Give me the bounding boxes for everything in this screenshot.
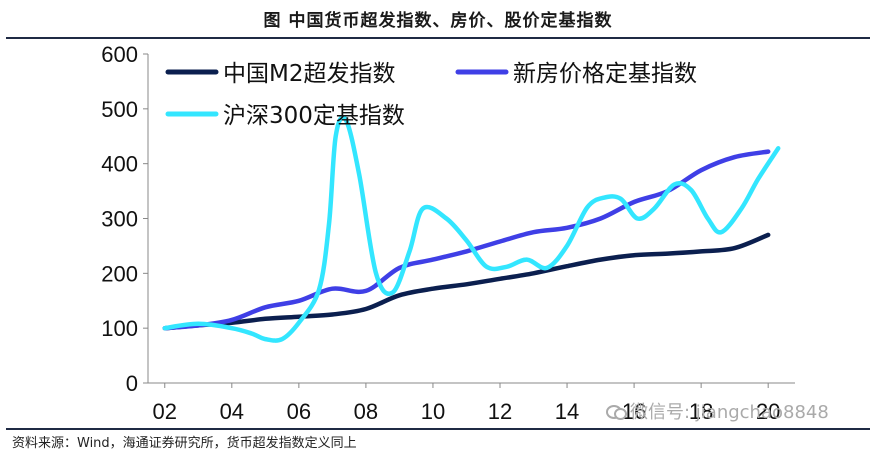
x-tick-label: 02 [153, 399, 177, 424]
x-tick-label: 12 [488, 399, 512, 424]
legend-label-3: 沪深300定基指数 [223, 103, 405, 129]
y-tick-label: 0 [126, 371, 138, 396]
bottom-rule [6, 428, 870, 430]
y-tick-label: 200 [101, 261, 138, 286]
source-note: 资料来源：Wind，海通证券研究所，货币超发指数定义同上 [12, 436, 357, 451]
y-tick-label: 100 [101, 316, 138, 341]
x-tick-label: 08 [354, 399, 378, 424]
watermark-text: 微信号: jiangchao8848 [630, 402, 829, 423]
watermark: 微信号: jiangchao8848 [606, 398, 829, 424]
chart-title: 图 中国货币超发指数、房价、股价定基指数 [263, 10, 613, 31]
x-tick-label: 18 [689, 399, 713, 424]
y-tick-label: 600 [101, 42, 138, 67]
y-tick-label: 400 [101, 152, 138, 177]
legend-label-1: 中国M2超发指数 [223, 61, 395, 87]
x-tick-label: 06 [287, 399, 311, 424]
x-tick-label: 10 [421, 399, 445, 424]
wechat-icon [606, 403, 627, 420]
series-line-3 [162, 114, 781, 343]
x-tick-label: 20 [756, 399, 780, 424]
top-rule [6, 37, 870, 39]
x-tick-label: 04 [220, 399, 244, 424]
y-tick-label: 300 [101, 207, 138, 232]
legend-label-2: 新房价格定基指数 [513, 61, 697, 87]
chart-title-bar: 图 中国货币超发指数、房价、股价定基指数 [0, 0, 876, 36]
y-tick-label: 500 [101, 97, 138, 122]
series-line-1 [162, 232, 771, 331]
x-tick-label: 14 [555, 399, 579, 424]
